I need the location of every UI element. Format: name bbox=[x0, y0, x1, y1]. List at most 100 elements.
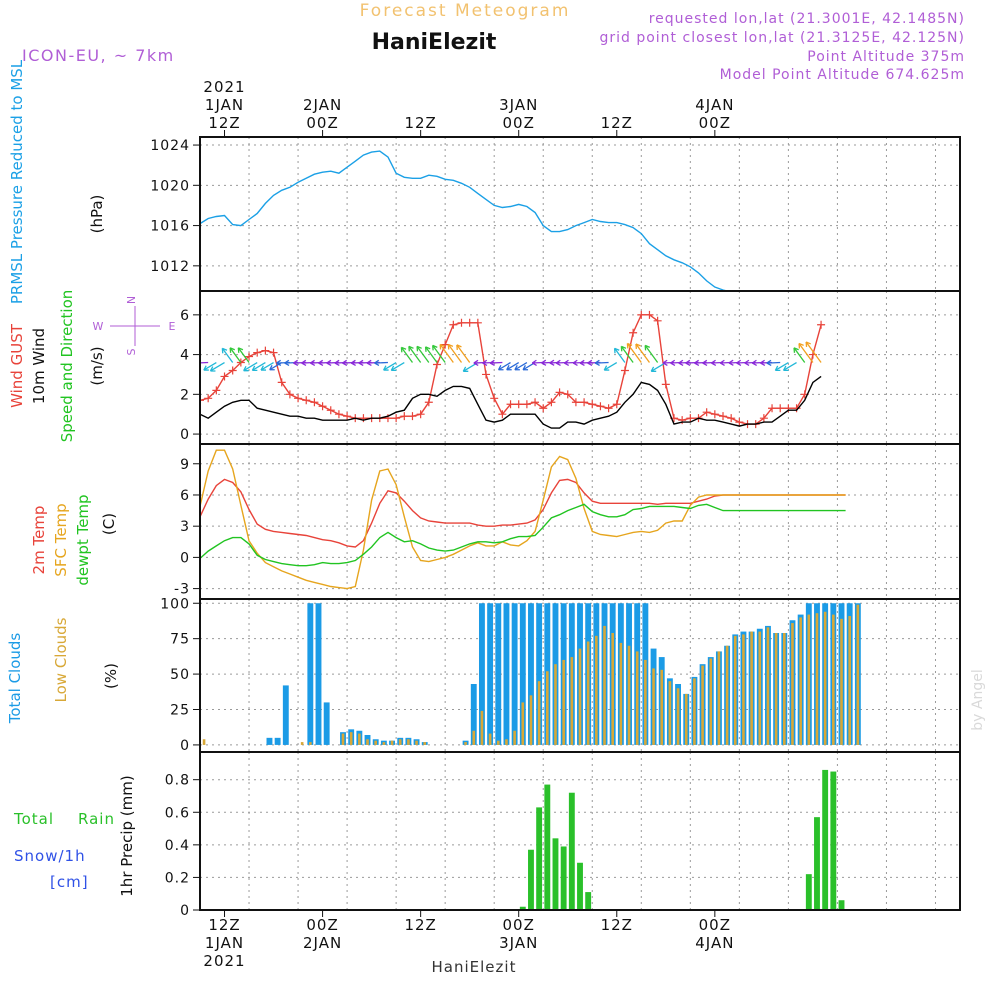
wind-arrow-head bbox=[203, 365, 209, 371]
gust-marker bbox=[686, 414, 695, 423]
panel-3-plot bbox=[200, 599, 960, 752]
compass-s: S bbox=[125, 348, 138, 355]
x-tick-label-bottom: 12Z bbox=[404, 916, 436, 934]
bar-low-clouds bbox=[586, 641, 590, 745]
panel-2 bbox=[193, 443, 961, 600]
wind-arrow-head bbox=[635, 343, 641, 349]
wind-arrow-head bbox=[237, 347, 244, 353]
bar-low-clouds bbox=[382, 742, 386, 745]
wind-arrow-head bbox=[751, 359, 757, 366]
wind-arrow-head bbox=[284, 359, 290, 367]
gust-marker bbox=[285, 390, 294, 399]
wind-arrow bbox=[766, 361, 781, 364]
precip-unit-label: 1hr Precip (mm) bbox=[118, 775, 136, 896]
bar-low-clouds bbox=[537, 681, 541, 745]
wind-arrow bbox=[229, 347, 242, 363]
wind-arrow-head bbox=[541, 359, 547, 366]
wind-arrow bbox=[595, 361, 609, 364]
temp-2m-label: 2m Temp bbox=[30, 506, 48, 575]
gust-marker bbox=[637, 310, 646, 319]
gust-marker bbox=[228, 366, 237, 375]
bar-low-clouds bbox=[619, 642, 623, 745]
wind-arrow-head bbox=[293, 359, 299, 367]
wind-arrow-head bbox=[209, 366, 216, 372]
bar-low-clouds bbox=[496, 740, 500, 745]
wind-arrow bbox=[383, 361, 397, 371]
gust-marker bbox=[596, 402, 605, 411]
gust-marker bbox=[261, 346, 270, 355]
x-tick-label-top: 12Z bbox=[404, 114, 436, 132]
panel-4-plot bbox=[200, 752, 960, 910]
model-label: ICON-EU, ~ 7km bbox=[22, 46, 175, 65]
wind-arrow-head bbox=[497, 365, 504, 371]
bar-low-clouds bbox=[570, 657, 574, 745]
series-line-10m-wind bbox=[200, 375, 822, 429]
x-tick-label-bottom: 12Z bbox=[601, 916, 633, 934]
gust-marker bbox=[457, 318, 466, 327]
gust-marker bbox=[200, 396, 204, 405]
gust-marker bbox=[310, 398, 319, 407]
y-tick-label: 1020 bbox=[150, 178, 190, 194]
bar-low-clouds bbox=[635, 651, 639, 745]
bar-low-clouds bbox=[488, 733, 492, 745]
wind-arrow-head bbox=[251, 365, 258, 372]
bar-total-clouds bbox=[307, 603, 314, 745]
bar-low-clouds bbox=[554, 664, 557, 745]
gust-marker bbox=[318, 402, 327, 411]
wind-arrow-head bbox=[603, 365, 610, 371]
wind-arrow bbox=[260, 361, 274, 371]
bar-rain bbox=[585, 892, 592, 910]
bar-low-clouds bbox=[701, 665, 704, 745]
y-tick-label: -3 bbox=[174, 582, 190, 598]
wind-arrow bbox=[614, 347, 626, 363]
gust-marker bbox=[768, 404, 777, 413]
wind-arrow-head bbox=[760, 359, 766, 366]
bar-low-clouds bbox=[309, 742, 312, 745]
bar-total-clouds bbox=[323, 702, 330, 745]
bar-low-clouds bbox=[390, 740, 394, 745]
wind-arrow-head bbox=[383, 365, 389, 371]
wind-arrow bbox=[775, 361, 789, 371]
wind-arrow-head bbox=[626, 342, 633, 349]
bar-total-clouds bbox=[274, 737, 281, 745]
gust-marker bbox=[571, 398, 580, 407]
gust-marker bbox=[204, 394, 213, 403]
bar-low-clouds bbox=[366, 739, 369, 745]
y-tick-label: 0 bbox=[180, 738, 190, 754]
clouds-unit-label: (%) bbox=[102, 663, 120, 689]
gust-marker bbox=[776, 404, 785, 413]
gust-marker bbox=[424, 398, 433, 407]
bar-low-clouds bbox=[807, 614, 811, 745]
wind-arrow bbox=[635, 343, 650, 363]
gust-marker bbox=[539, 404, 548, 413]
y-tick-label: 6 bbox=[180, 488, 190, 504]
panel-frame bbox=[199, 136, 961, 292]
panel-3 bbox=[193, 598, 961, 753]
wind-arrow-head bbox=[269, 365, 275, 371]
panel-frame bbox=[199, 443, 961, 600]
gust-marker bbox=[563, 390, 572, 399]
wind-arrow-head bbox=[514, 365, 520, 371]
gust-marker bbox=[277, 378, 286, 387]
wind-arrow bbox=[644, 345, 659, 363]
wind-arrow-head bbox=[549, 359, 555, 366]
y-tick-label: 1024 bbox=[150, 138, 190, 154]
panel-2-plot bbox=[200, 444, 960, 599]
bar-low-clouds bbox=[766, 627, 770, 745]
bar-low-clouds bbox=[742, 634, 745, 745]
bar-total-clouds bbox=[487, 603, 494, 745]
bar-total-clouds bbox=[519, 603, 526, 745]
bar-low-clouds bbox=[733, 635, 737, 745]
bar-low-clouds bbox=[513, 730, 516, 745]
bar-low-clouds bbox=[562, 659, 565, 745]
wind-arrow-head bbox=[670, 359, 676, 366]
wind-arrow-head bbox=[555, 359, 561, 366]
x-tick-label-bottom: 00Z bbox=[306, 916, 338, 934]
x-tick-label-bottom: 1JAN bbox=[205, 934, 244, 952]
wind-arrow-head bbox=[793, 347, 799, 353]
wind-arrow bbox=[408, 345, 422, 363]
wind-arrow-head bbox=[613, 347, 620, 354]
gust-marker bbox=[792, 404, 801, 413]
bar-low-clouds bbox=[840, 618, 843, 745]
panel-4 bbox=[193, 751, 961, 911]
